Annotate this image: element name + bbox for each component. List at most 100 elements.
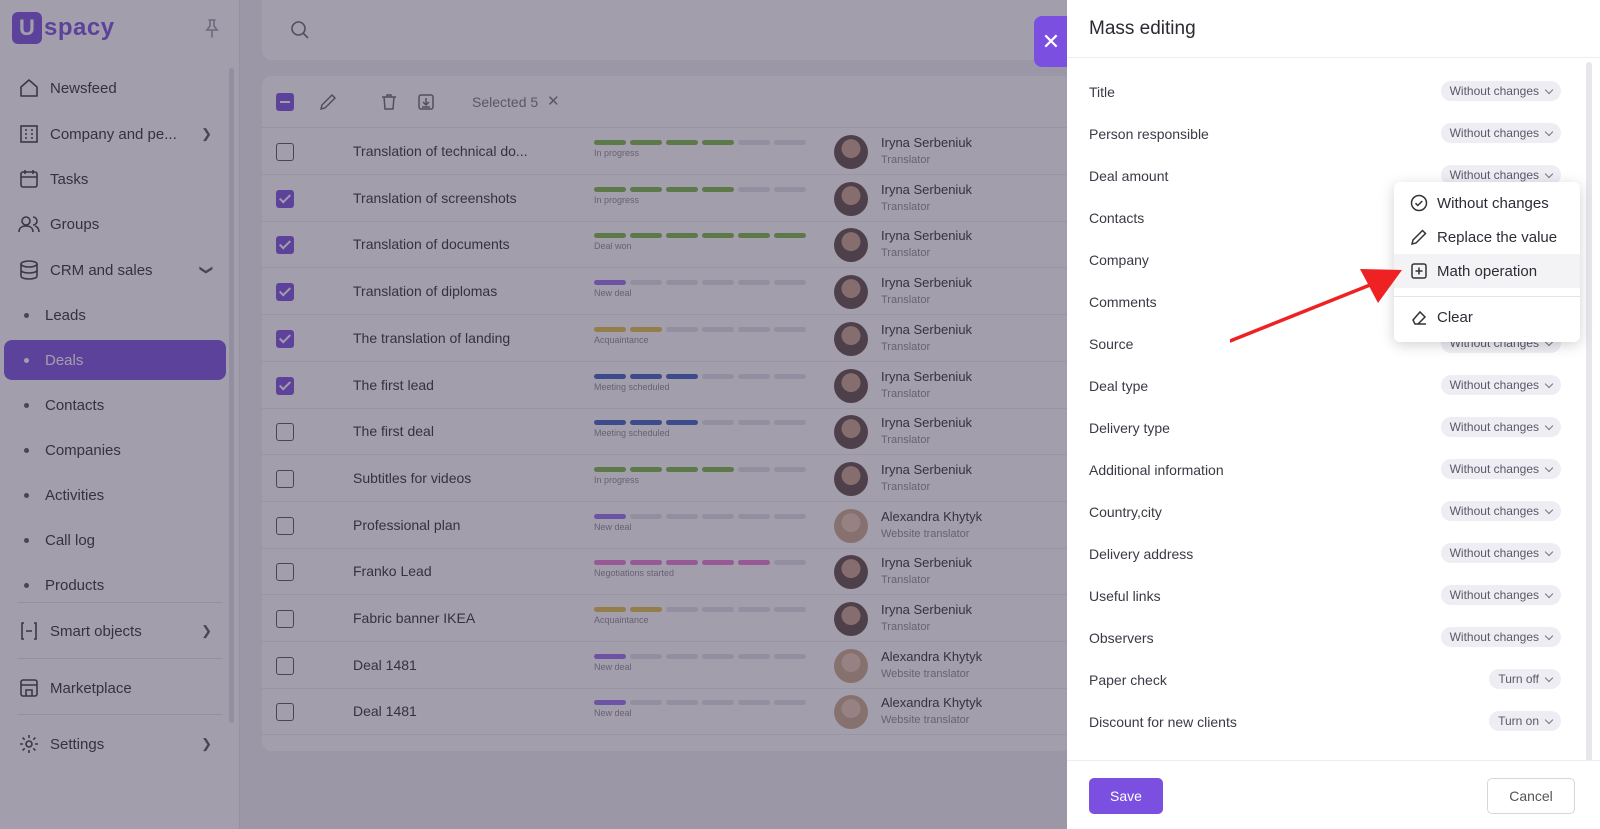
row-checkbox[interactable]	[276, 189, 294, 208]
table-row[interactable]: Franko Lead Negotiations started Iryna Ser…	[262, 548, 1072, 596]
field-mode-select[interactable]: Without changes	[1440, 81, 1561, 101]
dropdown-item-math-operation[interactable]: Math operation	[1394, 254, 1580, 288]
table-row[interactable]: Translation of screenshots In progress Iry…	[262, 175, 1072, 222]
table-row[interactable]: The first lead Meeting scheduled Iryna Ser…	[262, 362, 1072, 409]
row-checkbox[interactable]	[276, 656, 294, 675]
stage-progress[interactable]: New deal	[594, 653, 809, 672]
responsible-name[interactable]: Iryna Serbeniuk	[881, 368, 973, 384]
field-mode-select[interactable]: Without changes	[1440, 165, 1561, 185]
avatar[interactable]	[834, 508, 868, 543]
stage-progress[interactable]: Meeting scheduled	[594, 420, 809, 438]
avatar[interactable]	[834, 228, 868, 263]
field-mode-select[interactable]: Without changes	[1440, 627, 1561, 647]
panel-scrollbar[interactable]	[1586, 62, 1592, 762]
field-mode-select[interactable]: Without changes	[1440, 417, 1561, 437]
sidebar-item-settings[interactable]: Settings ❯	[4, 724, 226, 764]
avatar[interactable]	[834, 135, 868, 169]
responsible-name[interactable]: Iryna Serbeniuk	[881, 135, 973, 150]
avatar[interactable]	[834, 648, 868, 683]
sidebar-item-marketplace[interactable]: Marketplace	[4, 668, 226, 708]
sidebar-item-call-log[interactable]: Call log	[4, 520, 226, 560]
responsible-name[interactable]: Alexandra Khytyk	[881, 508, 983, 524]
search-icon[interactable]	[290, 20, 310, 40]
avatar[interactable]	[834, 275, 868, 310]
table-row[interactable]: Professional plan New deal Alexandra Khyty…	[262, 502, 1072, 549]
responsible-name[interactable]: Iryna Serbeniuk	[881, 275, 973, 291]
table-row[interactable]: Deal 1481 New deal Alexandra Khytyk Website…	[262, 642, 1072, 689]
responsible-name[interactable]: Iryna Serbeniuk	[881, 461, 973, 477]
row-checkbox[interactable]	[276, 563, 294, 582]
avatar[interactable]	[834, 602, 868, 636]
table-row[interactable]: Translation of technical do... In progres…	[262, 128, 1072, 175]
field-mode-select[interactable]: Without changes	[1440, 501, 1561, 521]
table-row[interactable]: The translation of landing Acquaintance Ir…	[262, 315, 1072, 362]
sidebar-item-contacts[interactable]: Contacts	[4, 385, 226, 425]
export-icon[interactable]	[416, 92, 436, 112]
field-mode-select[interactable]: Turn on	[1489, 711, 1561, 731]
trash-icon[interactable]	[379, 92, 399, 112]
field-mode-select[interactable]: Without changes	[1440, 375, 1561, 395]
responsible-name[interactable]: Iryna Serbeniuk	[881, 321, 973, 337]
avatar[interactable]	[834, 415, 868, 450]
sidebar-item-products[interactable]: Products	[4, 565, 226, 605]
stage-progress[interactable]: In progress	[594, 466, 809, 485]
avatar[interactable]	[834, 695, 868, 730]
sidebar-item-activities[interactable]: Activities	[4, 475, 226, 515]
avatar[interactable]	[834, 321, 868, 356]
stage-progress[interactable]: Acquaintance	[594, 607, 809, 625]
avatar[interactable]	[834, 555, 868, 590]
sidebar-item-leads[interactable]: Leads	[4, 295, 226, 335]
pin-icon[interactable]	[204, 18, 220, 38]
row-checkbox[interactable]	[276, 516, 294, 535]
dropdown-item-without-changes[interactable]: Without changes	[1394, 186, 1580, 220]
sidebar-item-groups[interactable]: Groups	[4, 204, 226, 244]
sidebar-item-companies[interactable]: Companies	[4, 430, 226, 470]
stage-progress[interactable]: Acquaintance	[594, 326, 809, 345]
row-checkbox[interactable]	[276, 143, 294, 161]
close-panel-button[interactable]: ✕	[1034, 16, 1068, 67]
responsible-name[interactable]: Iryna Serbeniuk	[881, 555, 973, 571]
field-mode-select[interactable]: Turn off	[1489, 669, 1561, 689]
avatar[interactable]	[834, 181, 868, 216]
dropdown-item-replace-value[interactable]: Replace the value	[1394, 220, 1580, 254]
sidebar-item-smart-objects[interactable]: Smart objects ❯	[4, 611, 226, 651]
row-checkbox[interactable]	[276, 329, 294, 348]
row-checkbox[interactable]	[276, 236, 294, 255]
field-mode-select[interactable]: Without changes	[1440, 585, 1561, 605]
logo[interactable]: U spacy	[12, 12, 115, 44]
responsible-name[interactable]: Iryna Serbeniuk	[881, 228, 973, 244]
table-row[interactable]: The first deal Meeting scheduled Iryna Ser…	[262, 408, 1072, 456]
stage-progress[interactable]: Meeting scheduled	[594, 373, 809, 392]
row-checkbox[interactable]	[276, 610, 294, 628]
table-row[interactable]: Translation of documents Deal won Iryna Se…	[262, 221, 1072, 269]
avatar[interactable]	[834, 368, 868, 403]
modal-overlay[interactable]	[0, 0, 1067, 829]
table-row[interactable]: Fabric banner IKEA Acquaintance Iryna Serb…	[262, 595, 1072, 642]
row-checkbox[interactable]	[276, 283, 294, 302]
select-all-checkbox[interactable]	[276, 93, 294, 111]
table-row[interactable]: Translation of diplomas New deal Iryna Ser…	[262, 268, 1072, 316]
sidebar-item-company[interactable]: Company and pe... ❯	[4, 114, 226, 154]
table-row[interactable]: Subtitles for videos In progress Iryna Ser…	[262, 455, 1072, 502]
stage-progress[interactable]: Negotiations started	[594, 560, 809, 578]
stage-progress[interactable]: In progress	[594, 186, 809, 205]
stage-progress[interactable]: New deal	[594, 513, 809, 532]
row-checkbox[interactable]	[276, 469, 294, 488]
responsible-name[interactable]: Alexandra Khytyk	[881, 648, 983, 664]
responsible-name[interactable]: Alexandra Khytyk	[881, 695, 983, 711]
clear-selection-icon[interactable]: ✕	[547, 93, 560, 110]
stage-progress[interactable]: New deal	[594, 700, 809, 718]
sidebar-item-tasks[interactable]: Tasks	[4, 159, 226, 199]
sidebar-scrollbar[interactable]	[229, 68, 234, 723]
save-button[interactable]: Save	[1089, 778, 1163, 814]
table-row[interactable]: Deal 1481 New deal Alexandra Khytyk Website…	[262, 688, 1072, 736]
row-checkbox[interactable]	[276, 703, 294, 722]
field-mode-select[interactable]: Without changes	[1440, 543, 1561, 563]
field-mode-select[interactable]: Without changes	[1440, 459, 1561, 479]
sidebar-item-deals[interactable]: Deals	[4, 340, 226, 380]
stage-progress[interactable]: New deal	[594, 280, 809, 298]
responsible-name[interactable]: Iryna Serbeniuk	[881, 415, 973, 431]
row-checkbox[interactable]	[276, 376, 294, 395]
dropdown-item-clear[interactable]: Clear	[1394, 300, 1580, 334]
field-mode-select[interactable]: Without changes	[1440, 123, 1561, 143]
